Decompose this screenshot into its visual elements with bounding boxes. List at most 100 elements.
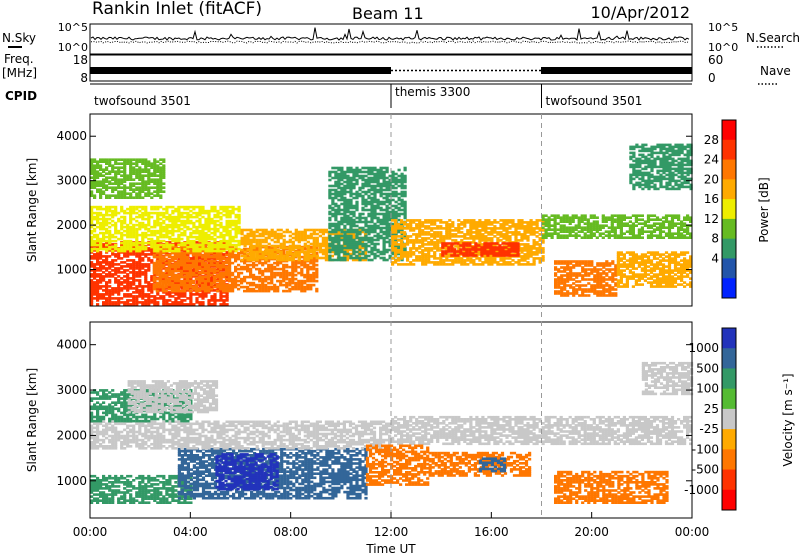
data-cell-6 (507, 250, 511, 253)
data-cell-4 (400, 200, 404, 204)
data-cell-2 (117, 219, 121, 223)
data-cell-4 (385, 180, 389, 184)
data-cell-3 (258, 242, 262, 246)
data-cell-2 (159, 221, 163, 225)
data-cell-2 (111, 211, 115, 215)
data-cell-0 (135, 265, 139, 268)
data-cell-0 (180, 267, 184, 270)
data-cell-6 (468, 244, 472, 247)
data-cell-0 (126, 263, 130, 266)
data-cell-1 (249, 281, 253, 285)
data-cell-4 (352, 186, 356, 190)
data-cell-4 (379, 208, 383, 212)
data-cell-5 (460, 257, 464, 260)
data-cell-2 (117, 217, 121, 221)
data-cell-4 (346, 240, 350, 244)
data-cell-4 (403, 246, 407, 250)
data-cell-1 (270, 287, 274, 291)
data-cell-6 (492, 252, 496, 255)
data-cell-1 (231, 261, 235, 265)
data-cell-1 (249, 283, 253, 287)
data-cell-1 (249, 267, 253, 271)
data-cell-2 (159, 205, 163, 209)
data-cell-1 (237, 251, 241, 255)
data-cell-5 (469, 225, 473, 228)
data-cell-2 (171, 209, 175, 213)
data-cell-0 (105, 289, 109, 292)
data-cell-2 (126, 231, 130, 235)
data-cell-0 (123, 275, 127, 278)
data-cell-6 (513, 254, 517, 257)
data-cell-4 (328, 256, 332, 260)
data-cell-3 (294, 252, 298, 256)
data-cell-5 (526, 237, 530, 240)
data-cell-1 (188, 251, 192, 255)
data-cell-0 (141, 285, 145, 288)
data-cell-2 (213, 245, 217, 249)
data-cell-0 (102, 279, 106, 282)
data-cell-3 (294, 238, 298, 242)
data-cell-5 (400, 221, 404, 224)
data-cell-4 (349, 244, 353, 248)
data-cell-5 (532, 251, 536, 254)
data-cell-0 (117, 283, 121, 286)
data-cell-4 (358, 212, 362, 216)
data-cell-2 (195, 243, 199, 247)
data-cell-0 (135, 297, 139, 300)
data-cell-0 (123, 303, 127, 306)
data-cell-5 (514, 227, 518, 230)
data-cell-5 (424, 225, 428, 228)
data-cell-6 (447, 250, 451, 253)
data-cell-0 (138, 289, 142, 292)
data-cell-1 (249, 271, 253, 275)
data-cell-5 (526, 249, 530, 252)
data-cell-1 (215, 253, 220, 257)
data-cell-4 (358, 174, 362, 178)
data-cell-2 (192, 243, 196, 247)
data-cell-1 (164, 267, 168, 271)
data-cell-5 (532, 231, 536, 234)
data-cell-0 (93, 281, 97, 284)
data-cell-2 (99, 245, 103, 249)
data-cell-4 (328, 212, 332, 216)
data-cell-5 (391, 229, 395, 232)
data-cell-4 (358, 216, 362, 220)
data-cell-4 (361, 242, 365, 246)
data-cell-5 (505, 257, 509, 260)
data-cell-4 (340, 186, 344, 190)
data-cell-0 (150, 249, 154, 252)
data-cell-4 (349, 210, 353, 214)
data-cell-2 (156, 219, 160, 223)
data-cell-2 (222, 245, 226, 249)
data-cell-0 (165, 303, 169, 306)
data-cell-1 (203, 267, 208, 271)
data-cell-4 (331, 248, 335, 252)
data-cell-2 (189, 205, 193, 209)
data-cell-4 (391, 252, 395, 256)
data-cell-4 (328, 234, 332, 238)
data-cell-4 (388, 228, 392, 232)
data-cell-1 (161, 273, 165, 277)
data-cell-1 (228, 289, 232, 293)
data-cell-5 (421, 255, 425, 258)
data-cell-2 (228, 209, 232, 213)
data-cell-5 (541, 247, 545, 250)
data-cell-5 (484, 235, 488, 238)
data-cell-2 (120, 219, 124, 223)
data-cell-5 (439, 257, 443, 260)
data-cell-5 (394, 251, 398, 254)
data-cell-5 (418, 227, 422, 230)
data-cell-3 (288, 234, 292, 238)
data-cell-2 (228, 215, 232, 219)
data-cell-2 (90, 205, 94, 209)
data-cell-6 (486, 244, 490, 247)
data-cell-4 (340, 176, 344, 180)
data-cell-2 (216, 245, 220, 249)
data-cell-4 (403, 210, 407, 214)
data-cell-0 (138, 265, 142, 268)
data-cell-4 (400, 236, 404, 240)
data-cell-4 (352, 224, 356, 228)
data-cell-4 (370, 252, 374, 256)
data-cell-5 (397, 225, 401, 228)
data-cell-0 (102, 293, 106, 296)
